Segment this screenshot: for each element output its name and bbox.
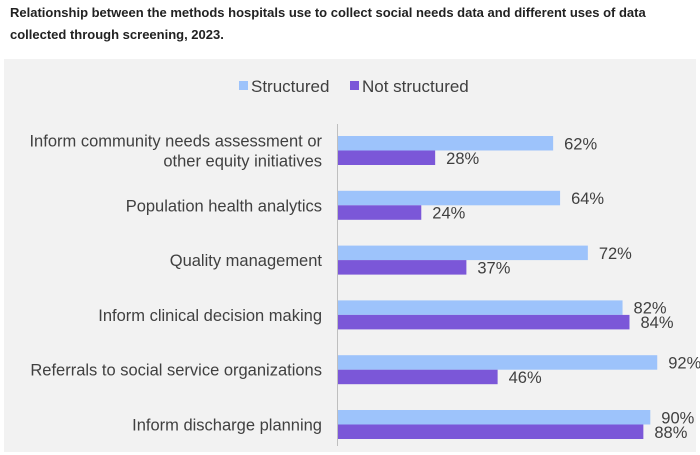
bar	[338, 190, 561, 206]
category-label: Referrals to social service organization…	[30, 362, 322, 380]
bar	[338, 205, 422, 220]
data-label: 90%	[661, 409, 694, 427]
bar	[338, 410, 651, 425]
category-label: Inform discharge planning	[132, 417, 322, 435]
legend-swatch	[350, 81, 359, 90]
category-label: Inform clinical decision making	[98, 307, 322, 325]
data-label: 46%	[509, 369, 542, 387]
data-label: 37%	[477, 259, 510, 277]
category-label: other equity initiatives	[163, 153, 322, 171]
bar	[338, 424, 644, 439]
bar	[338, 355, 658, 370]
category-label: Inform community needs assessment or	[29, 133, 322, 151]
legend-swatch	[239, 81, 248, 90]
bar	[338, 245, 588, 261]
data-label: 92%	[668, 354, 700, 372]
category-label: Population health analytics	[126, 197, 322, 215]
data-label: 84%	[640, 314, 673, 332]
bar	[338, 136, 554, 151]
legend-label: Not structured	[362, 77, 469, 96]
bar	[338, 260, 467, 275]
data-label: 88%	[654, 424, 687, 442]
data-label: 24%	[432, 205, 465, 223]
chart-title: Relationship between the methods hospita…	[10, 5, 646, 42]
bar	[338, 300, 623, 315]
bar	[338, 369, 498, 385]
data-label: 64%	[571, 190, 604, 208]
data-label: 62%	[564, 135, 597, 153]
category-label: Quality management	[170, 252, 323, 270]
data-label: 28%	[446, 150, 479, 168]
data-label: 72%	[599, 245, 632, 263]
legend-label: Structured	[251, 77, 329, 96]
bar	[338, 314, 630, 330]
bar	[338, 150, 436, 165]
data-label: 82%	[634, 300, 667, 318]
